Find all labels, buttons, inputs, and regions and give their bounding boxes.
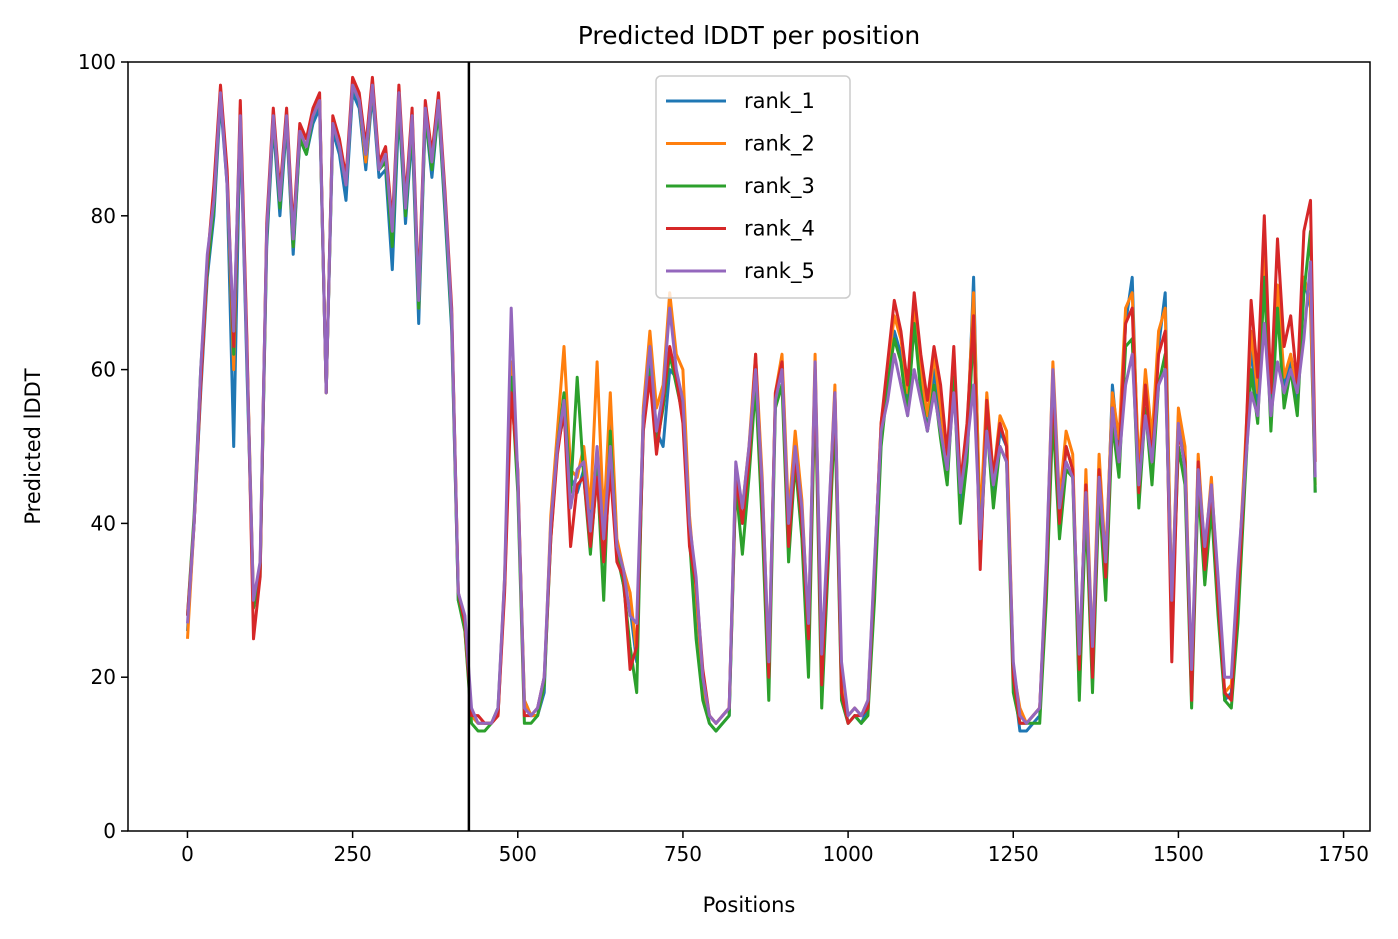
y-tick-label: 60 [91, 358, 116, 382]
x-tick-label: 1000 [823, 842, 874, 866]
x-tick-label: 500 [499, 842, 537, 866]
x-tick-label: 1250 [988, 842, 1039, 866]
x-axis-ticks: 0 250 500 750 1000 1250 1500 1750 [181, 831, 1369, 866]
x-tick-label: 1750 [1318, 842, 1369, 866]
legend-label-rank_2: rank_2 [744, 132, 815, 157]
y-tick-label: 100 [78, 50, 116, 74]
legend-label-rank_4: rank_4 [744, 217, 815, 242]
legend-label-rank_1: rank_1 [744, 89, 815, 114]
legend-label-rank_3: rank_3 [744, 174, 815, 199]
x-axis-title: Positions [703, 893, 796, 917]
x-tick-label: 250 [334, 842, 372, 866]
y-axis-ticks: 0 20 40 60 80 100 [78, 50, 128, 843]
y-axis-title: Predicted lDDT [21, 368, 45, 524]
x-tick-label: 1500 [1153, 842, 1204, 866]
x-tick-label: 0 [181, 842, 194, 866]
legend: rank_1 rank_2 rank_3 rank_4 rank_5 [655, 75, 851, 299]
y-tick-label: 0 [103, 819, 116, 843]
chart-title: Predicted lDDT per position [578, 21, 920, 50]
y-tick-label: 20 [91, 665, 116, 689]
x-tick-label: 750 [664, 842, 702, 866]
series-layer [186, 75, 1317, 733]
legend-box [655, 75, 851, 299]
y-tick-label: 80 [91, 204, 116, 228]
plot-frame [127, 61, 1371, 832]
series-line-rank_5 [186, 83, 1317, 725]
legend-label-rank_5: rank_5 [744, 259, 815, 284]
y-tick-label: 40 [91, 511, 116, 535]
